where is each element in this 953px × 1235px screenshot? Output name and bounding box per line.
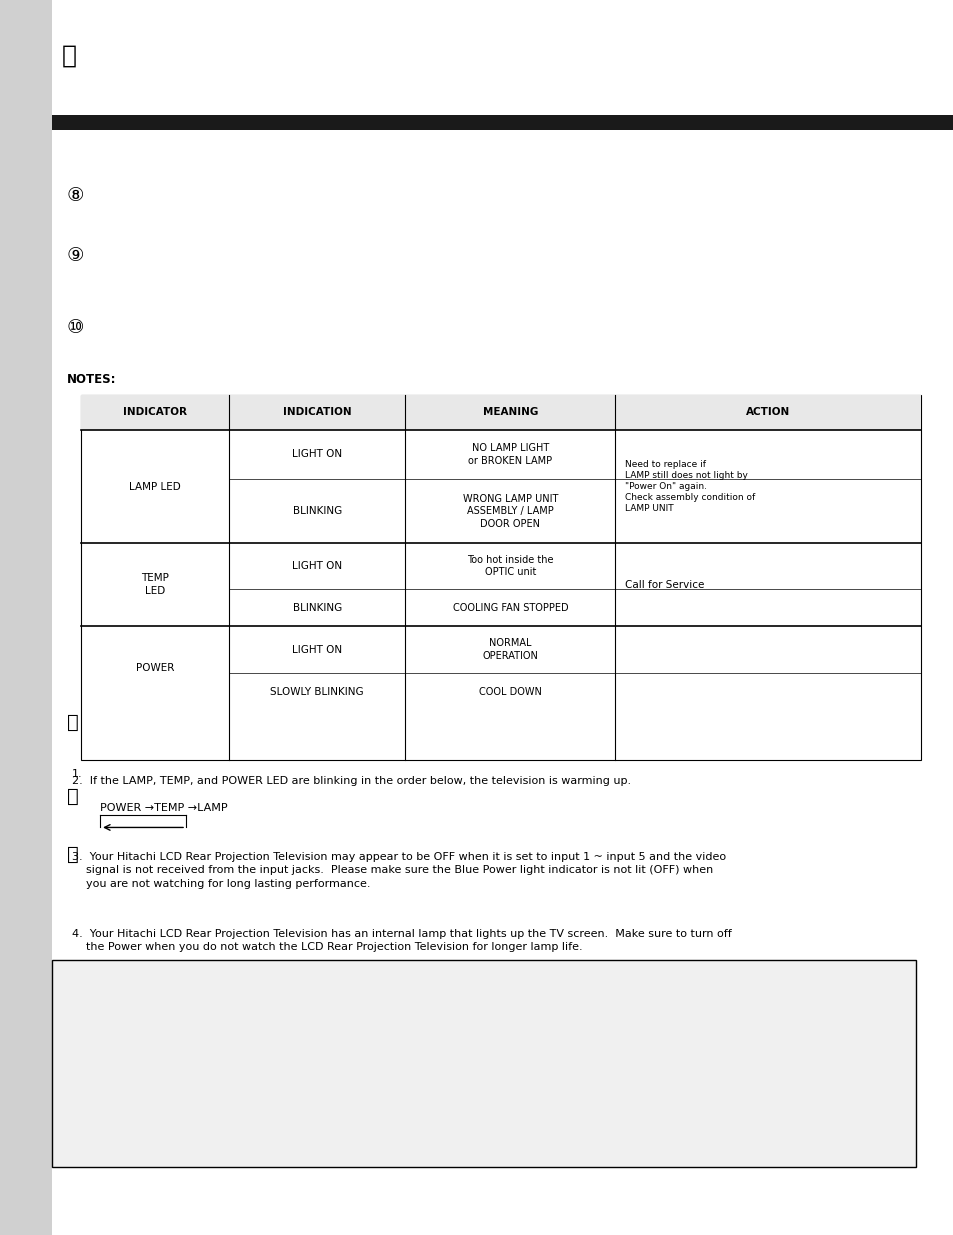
Text: ACTION: ACTION — [745, 408, 789, 417]
Text: SLOWLY BLINKING: SLOWLY BLINKING — [270, 687, 364, 697]
Text: BLINKING: BLINKING — [293, 506, 341, 516]
Text: ⑩: ⑩ — [67, 317, 84, 337]
Text: 📺: 📺 — [62, 43, 77, 68]
Text: ⑮: ⑮ — [67, 787, 78, 806]
Text: INDICATION: INDICATION — [283, 408, 351, 417]
Text: TEMP
LED: TEMP LED — [141, 573, 169, 597]
Bar — [81, 395, 920, 760]
Text: LIGHT ON: LIGHT ON — [292, 645, 342, 655]
Text: POWER: POWER — [135, 663, 174, 673]
Text: NORMAL
OPERATION: NORMAL OPERATION — [482, 638, 537, 661]
Bar — [81, 395, 920, 430]
Bar — [0, 0, 52, 1235]
Text: LIGHT ON: LIGHT ON — [292, 450, 342, 459]
Text: 2.  If the LAMP, TEMP, and POWER LED are blinking in the order below, the televi: 2. If the LAMP, TEMP, and POWER LED are … — [71, 776, 630, 785]
Text: ⑧: ⑧ — [67, 185, 84, 205]
Text: INDICATOR: INDICATOR — [123, 408, 187, 417]
Text: ⑯: ⑯ — [67, 845, 78, 864]
Text: Need to replace if
LAMP still does not light by
"Power On" again.
Check assembly: Need to replace if LAMP still does not l… — [624, 459, 755, 514]
Text: LIGHT ON: LIGHT ON — [292, 561, 342, 572]
Text: NO LAMP LIGHT
or BROKEN LAMP: NO LAMP LIGHT or BROKEN LAMP — [468, 443, 552, 466]
Text: 4.  Your Hitachi LCD Rear Projection Television has an internal lamp that lights: 4. Your Hitachi LCD Rear Projection Tele… — [71, 929, 731, 952]
Text: Too hot inside the
OPTIC unit: Too hot inside the OPTIC unit — [467, 555, 553, 578]
Text: COOL DOWN: COOL DOWN — [478, 687, 541, 697]
Text: COOLING FAN STOPPED: COOLING FAN STOPPED — [452, 603, 568, 613]
Bar — [52, 960, 915, 1167]
Text: WRONG LAMP UNIT
ASSEMBLY / LAMP
DOOR OPEN: WRONG LAMP UNIT ASSEMBLY / LAMP DOOR OPE… — [462, 494, 558, 529]
Bar — [52, 115, 953, 130]
Text: 1.: 1. — [71, 769, 82, 779]
Text: MEANING: MEANING — [482, 408, 537, 417]
Text: POWER →TEMP →LAMP: POWER →TEMP →LAMP — [100, 803, 228, 813]
Text: Call for Service: Call for Service — [624, 579, 703, 590]
Text: NOTES:: NOTES: — [67, 373, 116, 385]
Text: 3.  Your Hitachi LCD Rear Projection Television may appear to be OFF when it is : 3. Your Hitachi LCD Rear Projection Tele… — [71, 852, 725, 888]
Text: ⑭: ⑭ — [67, 713, 78, 732]
Text: BLINKING: BLINKING — [293, 603, 341, 613]
Text: LAMP LED: LAMP LED — [129, 482, 181, 492]
Text: ⑨: ⑨ — [67, 246, 84, 266]
